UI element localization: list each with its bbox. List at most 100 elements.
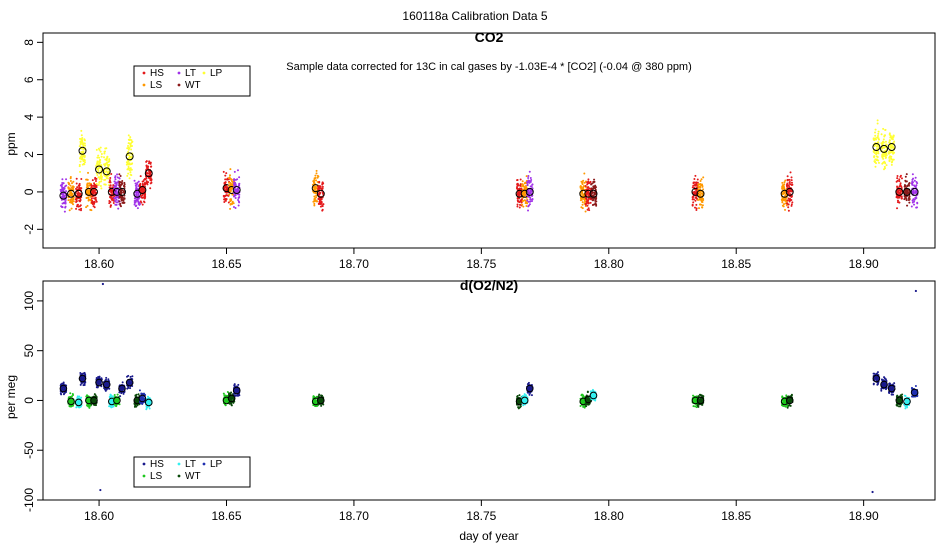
sample-point [88,400,91,403]
sample-point [882,384,885,387]
sample-point [313,204,316,207]
sample-point [91,179,94,182]
sample-point [95,376,98,379]
sample-point [76,186,79,189]
sample-point [897,196,900,199]
sample-point [233,384,236,387]
sample-point [530,200,533,203]
sample-point [104,388,107,391]
sample-point [105,378,108,381]
sample-point [72,198,75,201]
cluster-mean-marker [880,144,889,153]
sample-point [105,383,108,386]
sample-point [143,193,146,196]
sample-point [526,189,529,192]
sample-point [579,185,582,188]
sample-point [524,181,527,184]
sample-point [96,156,99,159]
sample-point [876,156,879,159]
sample-point [141,194,144,197]
sample-point [593,178,596,181]
sample-point [60,190,63,193]
sample-point [238,195,241,198]
sample-point [87,397,90,400]
sample-point [75,200,78,203]
sample-point [519,183,522,186]
sample-point [882,140,885,143]
sample-point [79,192,82,195]
sample-point [104,383,107,386]
sample-point [64,201,67,204]
sample-point [696,178,699,181]
sample-point [95,182,98,185]
sample-point [130,168,133,171]
sample-point [92,184,95,187]
cluster-mean-marker [520,396,529,405]
y-tick-label: 2 [22,151,36,158]
sample-point [84,144,87,147]
sample-point [103,156,106,159]
sample-point [118,177,121,180]
sample-point [786,199,789,202]
sample-point [880,389,883,392]
sample-point [900,195,903,198]
sample-point [112,199,115,202]
sample-point [104,158,107,161]
sample-point [524,193,527,196]
sample-point [237,199,240,202]
sample-point [784,194,787,197]
sample-point [87,189,90,192]
sample-point [592,181,595,184]
sample-point [702,188,705,191]
cluster-mean-marker [74,398,83,407]
sample-point [697,405,700,408]
sample-point [128,177,131,180]
sample-point [137,393,140,396]
sample-point [519,405,522,408]
x-tick-label: 18.70 [339,257,369,271]
sample-point [229,190,232,193]
sample-point [313,197,316,200]
sample-point [517,192,520,195]
sample-point [69,392,72,395]
cluster-mean-marker [902,187,911,196]
sample-point [893,382,896,385]
sample-point [99,146,102,149]
sample-point [699,180,702,183]
sample-point [96,168,99,171]
sample-point [69,184,72,187]
sample-point [60,383,63,386]
sample-point [229,207,232,210]
sample-point [68,187,71,190]
sample-point [61,206,64,209]
sample-point [137,191,140,194]
sample-point [914,176,917,179]
sample-point [525,175,528,178]
sample-point [590,183,593,186]
sample-point [523,393,526,396]
cluster-mean-marker [133,189,142,198]
sample-point [524,199,527,202]
sample-point [908,201,911,204]
sample-point [109,204,112,207]
co2-panel-title: CO2 [475,29,504,45]
sample-point [692,405,695,408]
sample-point [93,197,96,200]
sample-point [523,398,526,401]
sample-point [108,387,111,390]
sample-point [890,161,893,164]
sample-point [900,177,903,180]
sample-point [129,387,132,390]
sample-point [529,196,532,199]
sample-point [692,181,695,184]
sample-point [695,181,698,184]
sample-point [72,185,75,188]
sample-point [103,163,106,166]
sample-point [232,179,235,182]
x-tick-label: 18.80 [594,257,624,271]
sample-point [150,179,153,182]
sample-point [147,176,150,179]
sample-point [70,395,73,398]
sample-point [225,194,228,197]
